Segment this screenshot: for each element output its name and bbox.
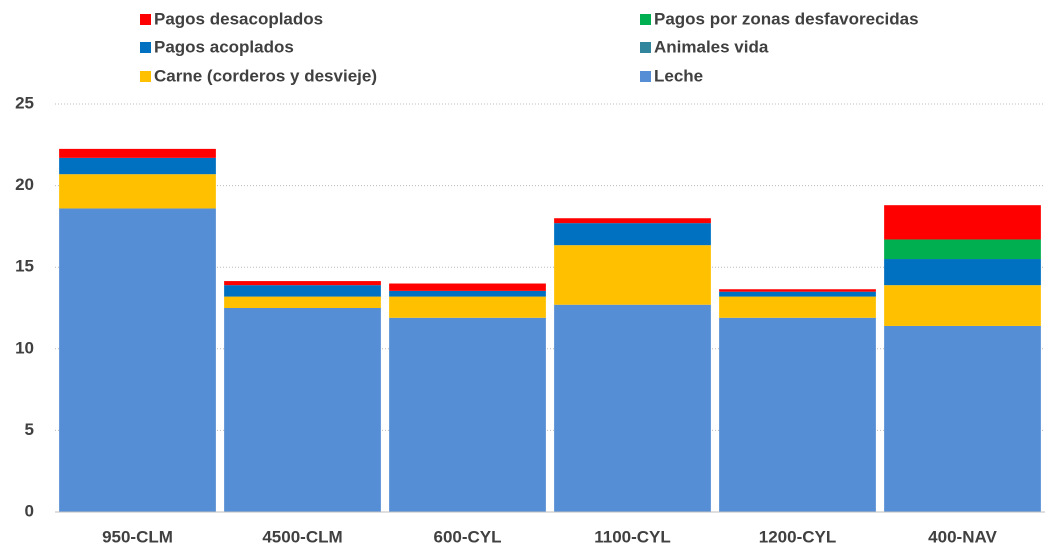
bar-segment xyxy=(389,317,546,512)
legend-label: Pagos por zonas desfavorecidas xyxy=(654,9,919,28)
bar-segment xyxy=(59,148,216,158)
bar-segment xyxy=(884,259,1041,286)
legend-label: Pagos desacoplados xyxy=(154,9,323,28)
y-tick-label: 5 xyxy=(25,420,34,439)
legend-label: Animales vida xyxy=(654,37,769,56)
bar-segment xyxy=(224,281,381,286)
bar-segment xyxy=(389,290,546,297)
bar-segment xyxy=(884,239,1041,260)
bar-segment xyxy=(59,157,216,175)
x-tick-label: 1100-CYL xyxy=(594,527,671,546)
legend-swatch xyxy=(140,71,151,82)
bar-segment xyxy=(719,317,876,512)
y-tick-label: 15 xyxy=(15,257,34,276)
bar-segment xyxy=(554,245,711,305)
legend-label: Pagos acoplados xyxy=(154,37,294,56)
bar-segment xyxy=(719,296,876,318)
legend-label: Carne (corderos y desvieje) xyxy=(154,66,377,85)
y-tick-label: 0 xyxy=(25,501,34,520)
bar-segment xyxy=(59,174,216,209)
x-tick-label: 4500-CLM xyxy=(262,527,342,546)
bar-segment xyxy=(224,285,381,297)
bar-segment xyxy=(554,218,711,224)
bar-segment xyxy=(884,325,1041,512)
bar-segment xyxy=(224,308,381,512)
x-tick-label: 1200-CYL xyxy=(759,527,836,546)
legend-swatch xyxy=(140,14,151,25)
bar-segment xyxy=(719,291,876,297)
legend-swatch xyxy=(640,71,651,82)
x-tick-label: 950-CLM xyxy=(102,527,173,546)
bar-segment xyxy=(719,289,876,292)
bar-segment xyxy=(389,296,546,318)
bar-segment xyxy=(224,296,381,308)
bar-segment xyxy=(554,223,711,246)
legend-label: Leche xyxy=(654,66,703,85)
bar-segment xyxy=(59,208,216,512)
bar-segment xyxy=(389,283,546,291)
y-tick-label: 25 xyxy=(15,93,34,112)
legend-swatch xyxy=(140,42,151,53)
x-tick-label: 400-NAV xyxy=(928,527,997,546)
x-tick-label: 600-CYL xyxy=(433,527,501,546)
legend-swatch xyxy=(640,42,651,53)
y-tick-label: 10 xyxy=(15,338,34,357)
legend-swatch xyxy=(640,14,651,25)
bar-segment xyxy=(884,205,1041,240)
y-tick-label: 20 xyxy=(15,175,34,194)
bar-segment xyxy=(884,285,1041,326)
bar-segment xyxy=(554,304,711,512)
